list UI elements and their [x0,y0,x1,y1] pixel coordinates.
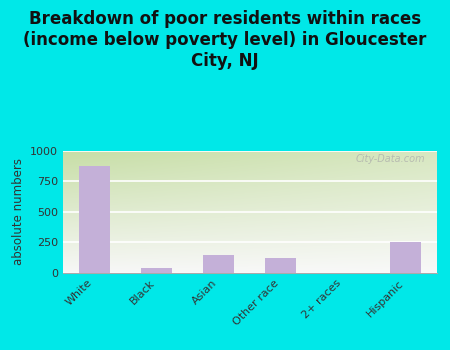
Y-axis label: absolute numbers: absolute numbers [12,158,25,265]
Bar [141,268,172,273]
Bar [79,167,110,273]
Bar [203,255,234,273]
Bar [390,242,421,273]
Text: Breakdown of poor residents within races
(income below poverty level) in Glouces: Breakdown of poor residents within races… [23,10,427,70]
Text: City-Data.com: City-Data.com [356,154,425,164]
Bar [266,258,297,273]
